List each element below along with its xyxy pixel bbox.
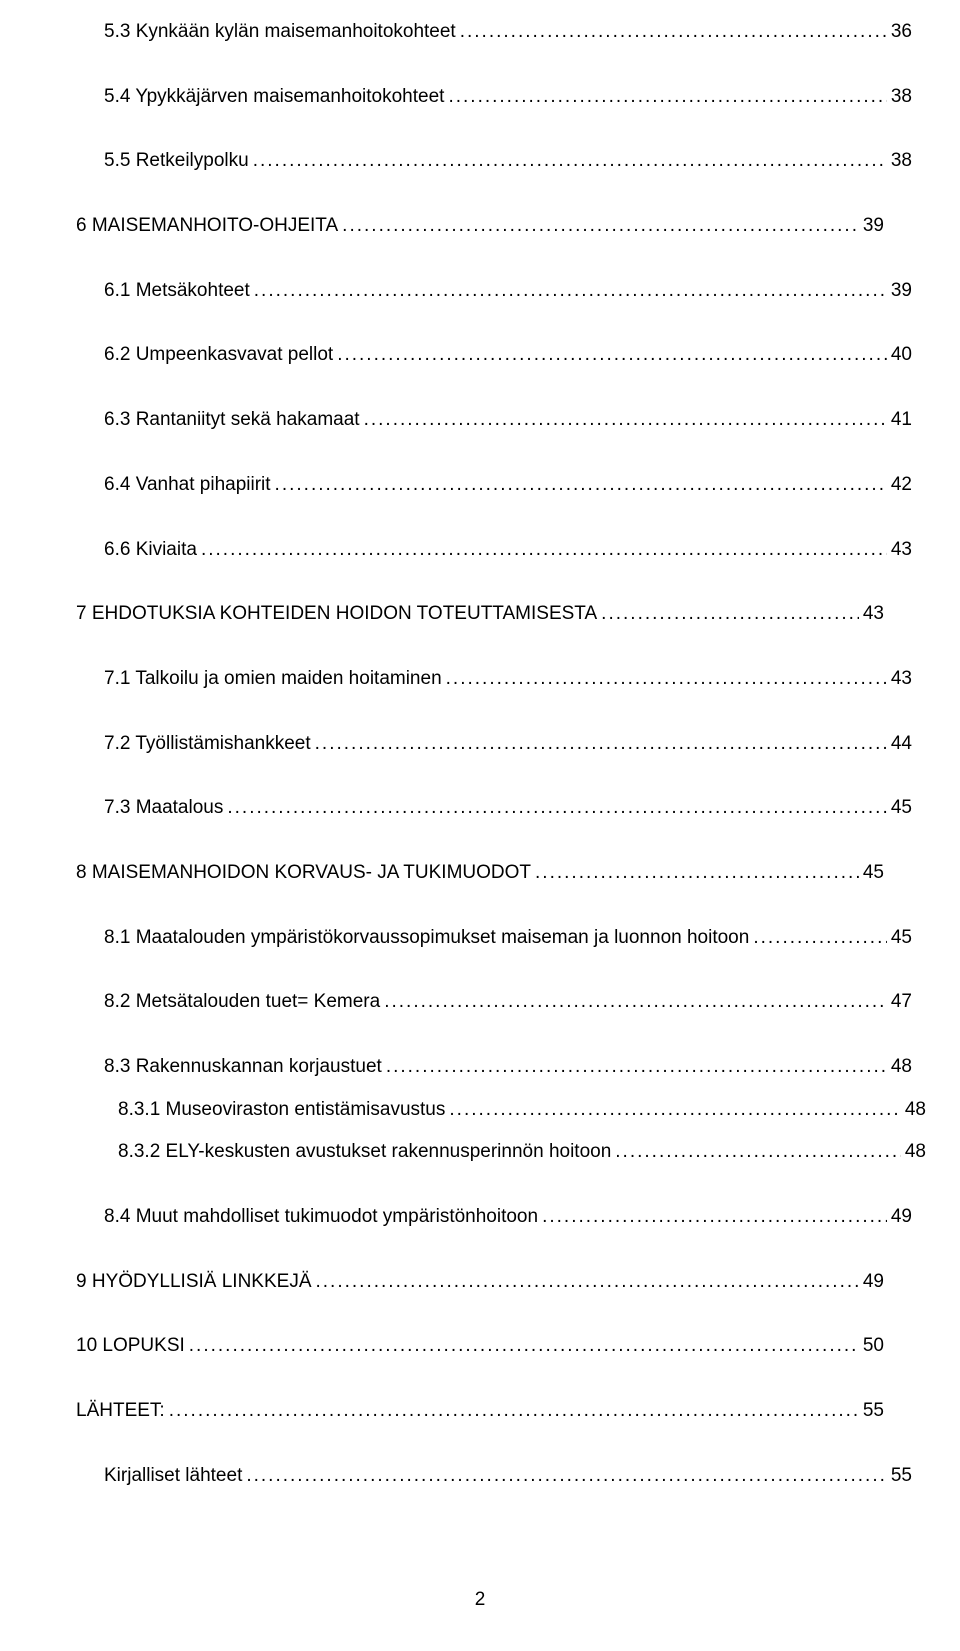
toc-leader-dots (601, 602, 859, 627)
toc-entry: 7.1 Talkoilu ja omien maiden hoitaminen 4… (76, 667, 912, 692)
toc-entry-page: 55 (863, 1399, 884, 1424)
toc-leader-dots (275, 473, 887, 498)
toc-entry: Kirjalliset lähteet 55 (76, 1464, 912, 1489)
toc-entry-label: 7 EHDOTUKSIA KOHTEIDEN HOIDON TOTEUTTAMI… (76, 602, 597, 627)
toc-entry-label: 6.3 Rantaniityt sekä hakamaat (104, 408, 360, 433)
toc-entry-label: 8.3.2 ELY-keskusten avustukset rakennusp… (118, 1140, 611, 1165)
toc-entry-page: 48 (891, 1055, 912, 1080)
toc-leader-dots (315, 732, 887, 757)
toc-entry-label: 6.1 Metsäkohteet (104, 279, 250, 304)
toc-leader-dots (615, 1140, 901, 1165)
toc-entry-page: 41 (891, 408, 912, 433)
toc-entry-label: 6.6 Kiviaita (104, 538, 197, 563)
toc-entry-page: 50 (863, 1334, 884, 1359)
toc-leader-dots (337, 343, 887, 368)
toc-entry-label: 9 HYÖDYLLISIÄ LINKKEJÄ (76, 1270, 312, 1295)
toc-entry-label: 8.3 Rakennuskannan korjaustuet (104, 1055, 382, 1080)
toc-entry-page: 43 (891, 538, 912, 563)
toc-entry-label: 8.1 Maatalouden ympäristökorvaussopimuks… (104, 926, 749, 951)
toc-entry-label: 8.3.1 Museoviraston entistämisavustus (118, 1098, 445, 1123)
toc-leader-dots (201, 538, 887, 563)
toc-entry-label: LÄHTEET: (76, 1399, 165, 1424)
toc-leader-dots (342, 214, 859, 239)
toc-entry-label: 8.4 Muut mahdolliset tukimuodot ympärist… (104, 1205, 538, 1230)
toc-entry-page: 42 (891, 473, 912, 498)
toc-entry-label: 7.3 Maatalous (104, 796, 223, 821)
toc-entry-page: 45 (891, 926, 912, 951)
toc-entry-label: 5.4 Ypykkäjärven maisemanhoitokohteet (104, 85, 444, 110)
toc-leader-dots (449, 1098, 900, 1123)
toc-entry-page: 48 (905, 1140, 926, 1165)
toc-entry-label: 10 LOPUKSI (76, 1334, 185, 1359)
toc-entry: 6.3 Rantaniityt sekä hakamaat 41 (76, 408, 912, 433)
toc-entry-label: 7.2 Työllistämishankkeet (104, 732, 311, 757)
toc-entry-page: 43 (891, 667, 912, 692)
toc-leader-dots (364, 408, 887, 433)
toc-entry-label: 5.5 Retkeilypolku (104, 149, 249, 174)
toc-entry-page: 40 (891, 343, 912, 368)
toc-entry-label: 8 MAISEMANHOIDON KORVAUS- JA TUKIMUODOT (76, 861, 531, 886)
toc-leader-dots (460, 20, 887, 45)
toc-entry: 6.1 Metsäkohteet 39 (76, 279, 912, 304)
toc-entry: 10 LOPUKSI 50 (76, 1334, 884, 1359)
toc-entry-label: 6.4 Vanhat pihapiirit (104, 473, 271, 498)
toc-entry: 7.2 Työllistämishankkeet 44 (76, 732, 912, 757)
toc-entry-page: 55 (891, 1464, 912, 1489)
toc-entry: 8.1 Maatalouden ympäristökorvaussopimuks… (76, 926, 912, 951)
toc-leader-dots (386, 1055, 887, 1080)
toc-leader-dots (384, 990, 887, 1015)
toc-entry-page: 38 (891, 85, 912, 110)
toc-leader-dots (448, 85, 886, 110)
toc-entry-label: Kirjalliset lähteet (104, 1464, 242, 1489)
toc-entry-page: 49 (863, 1270, 884, 1295)
toc-entry: 6.4 Vanhat pihapiirit 42 (76, 473, 912, 498)
toc-leader-dots (535, 861, 859, 886)
toc-entry-page: 39 (891, 279, 912, 304)
toc-entry: 7 EHDOTUKSIA KOHTEIDEN HOIDON TOTEUTTAMI… (76, 602, 884, 627)
toc-entry: 8.3.2 ELY-keskusten avustukset rakennusp… (76, 1140, 926, 1165)
toc-entry: 6.6 Kiviaita 43 (76, 538, 912, 563)
toc-entry-page: 49 (891, 1205, 912, 1230)
toc-entry: 8.3 Rakennuskannan korjaustuet 48 (76, 1055, 912, 1080)
toc-entry: LÄHTEET: 55 (76, 1399, 884, 1424)
toc-entry: 6 MAISEMANHOITO-OHJEITA 39 (76, 214, 884, 239)
toc-entry: 8.4 Muut mahdolliset tukimuodot ympärist… (76, 1205, 912, 1230)
toc-entry-label: 7.1 Talkoilu ja omien maiden hoitaminen (104, 667, 442, 692)
toc-leader-dots (542, 1205, 887, 1230)
toc-container: 5.3 Kynkään kylän maisemanhoitokohteet36… (76, 20, 884, 1489)
toc-entry: 8 MAISEMANHOIDON KORVAUS- JA TUKIMUODOT 4… (76, 861, 884, 886)
toc-entry: 8.2 Metsätalouden tuet= Kemera 47 (76, 990, 912, 1015)
toc-entry-label: 5.3 Kynkään kylän maisemanhoitokohteet (104, 20, 456, 45)
toc-entry-page: 39 (863, 214, 884, 239)
toc-leader-dots (753, 926, 887, 951)
toc-entry: 5.4 Ypykkäjärven maisemanhoitokohteet 38 (76, 85, 912, 110)
toc-entry-page: 38 (891, 149, 912, 174)
toc-entry: 7.3 Maatalous 45 (76, 796, 912, 821)
toc-entry-page: 47 (891, 990, 912, 1015)
toc-entry-page: 43 (863, 602, 884, 627)
toc-entry-label: 6.2 Umpeenkasvavat pellot (104, 343, 333, 368)
toc-entry: 6.2 Umpeenkasvavat pellot 40 (76, 343, 912, 368)
toc-leader-dots (246, 1464, 887, 1489)
toc-entry-page: 36 (891, 20, 912, 45)
toc-entry: 8.3.1 Museoviraston entistämisavustus 48 (76, 1098, 926, 1123)
toc-entry-page: 44 (891, 732, 912, 757)
toc-entry: 5.5 Retkeilypolku 38 (76, 149, 912, 174)
toc-leader-dots (316, 1270, 859, 1295)
toc-leader-dots (446, 667, 887, 692)
page-number: 2 (76, 1589, 884, 1611)
toc-leader-dots (254, 279, 887, 304)
toc-leader-dots (189, 1334, 859, 1359)
toc-entry-page: 45 (863, 861, 884, 886)
toc-leader-dots (227, 796, 887, 821)
toc-entry: 9 HYÖDYLLISIÄ LINKKEJÄ 49 (76, 1270, 884, 1295)
toc-entry-page: 45 (891, 796, 912, 821)
toc-leader-dots (169, 1399, 859, 1424)
toc-entry: 5.3 Kynkään kylän maisemanhoitokohteet 36 (76, 20, 912, 45)
toc-leader-dots (253, 149, 887, 174)
toc-entry-page: 48 (905, 1098, 926, 1123)
toc-entry-label: 8.2 Metsätalouden tuet= Kemera (104, 990, 380, 1015)
toc-entry-label: 6 MAISEMANHOITO-OHJEITA (76, 214, 338, 239)
